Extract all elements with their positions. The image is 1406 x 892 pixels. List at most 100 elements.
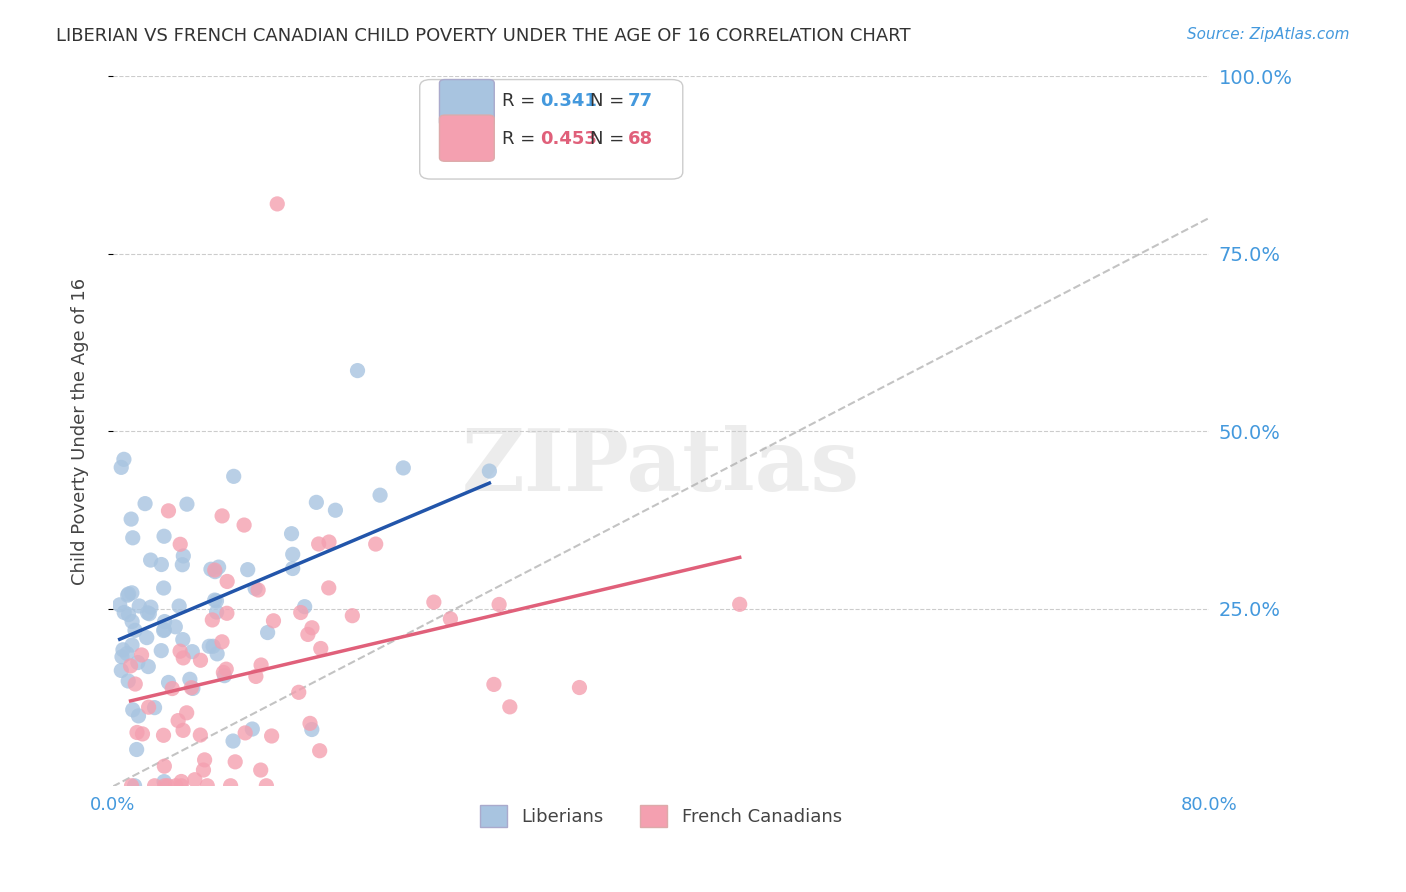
French Canadians (290, 606, 312, 620)
French Canadians (728, 597, 751, 611)
Liberians (240, 722, 263, 736)
French Canadians (204, 563, 226, 577)
FancyBboxPatch shape (420, 79, 683, 179)
French Canadians (247, 582, 270, 597)
Liberians (157, 675, 180, 690)
Liberians (121, 703, 143, 717)
Liberians (110, 664, 132, 678)
French Canadians (180, 681, 202, 695)
Liberians (202, 640, 225, 654)
Text: 0.453: 0.453 (540, 129, 598, 147)
French Canadians (249, 763, 271, 777)
Text: ZIPatlas: ZIPatlas (461, 425, 860, 508)
French Canadians (568, 681, 591, 695)
French Canadians (120, 659, 142, 673)
French Canadians (439, 612, 461, 626)
French Canadians (298, 716, 321, 731)
French Canadians (499, 699, 522, 714)
Liberians (181, 681, 204, 696)
Text: 77: 77 (628, 92, 652, 110)
French Canadians (301, 621, 323, 635)
French Canadians (193, 763, 215, 777)
French Canadians (195, 779, 218, 793)
Liberians (111, 649, 134, 664)
Liberians (207, 560, 229, 574)
French Canadians (233, 726, 256, 740)
French Canadians (121, 779, 143, 793)
Liberians (108, 598, 131, 612)
Liberians (478, 464, 501, 478)
Liberians (135, 631, 157, 645)
Liberians (222, 469, 245, 483)
French Canadians (172, 651, 194, 665)
French Canadians (263, 614, 285, 628)
Liberians (200, 562, 222, 576)
Liberians (150, 558, 173, 572)
French Canadians (488, 598, 510, 612)
French Canadians (184, 772, 207, 787)
Liberians (205, 647, 228, 661)
Liberians (214, 668, 236, 682)
Liberians (346, 363, 368, 377)
Liberians (172, 549, 194, 563)
Text: Source: ZipAtlas.com: Source: ZipAtlas.com (1187, 27, 1350, 42)
Liberians (172, 558, 194, 572)
Liberians (128, 709, 150, 723)
Liberians (205, 605, 228, 619)
French Canadians (308, 744, 330, 758)
French Canadians (297, 627, 319, 641)
Liberians (117, 673, 139, 688)
Text: N =: N = (589, 92, 630, 110)
Liberians (136, 606, 159, 620)
French Canadians (287, 685, 309, 699)
Liberians (139, 600, 162, 615)
Text: 68: 68 (628, 129, 654, 147)
Text: LIBERIAN VS FRENCH CANADIAN CHILD POVERTY UNDER THE AGE OF 16 CORRELATION CHART: LIBERIAN VS FRENCH CANADIAN CHILD POVERT… (56, 27, 911, 45)
Liberians (127, 656, 149, 670)
Liberians (115, 647, 138, 661)
Liberians (112, 606, 135, 620)
Liberians (143, 700, 166, 714)
Liberians (134, 497, 156, 511)
Text: R =: R = (502, 129, 541, 147)
French Canadians (219, 779, 242, 793)
French Canadians (250, 658, 273, 673)
French Canadians (482, 677, 505, 691)
Liberians (204, 565, 226, 579)
French Canadians (245, 669, 267, 683)
Liberians (153, 615, 176, 629)
French Canadians (169, 644, 191, 658)
Liberians (124, 624, 146, 638)
French Canadians (215, 607, 238, 621)
Text: R =: R = (502, 92, 541, 110)
Y-axis label: Child Poverty Under the Age of 16: Child Poverty Under the Age of 16 (72, 277, 89, 585)
Liberians (110, 460, 132, 475)
Liberians (121, 531, 143, 545)
French Canadians (170, 779, 193, 793)
French Canadians (165, 779, 187, 793)
French Canadians (364, 537, 387, 551)
Liberians (204, 593, 226, 607)
Liberians (392, 461, 415, 475)
Liberians (243, 582, 266, 596)
Liberians (205, 594, 228, 608)
French Canadians (318, 581, 340, 595)
Liberians (120, 512, 142, 526)
French Canadians (201, 613, 224, 627)
Liberians (256, 625, 278, 640)
French Canadians (211, 508, 233, 523)
Liberians (153, 774, 176, 789)
Liberians (139, 553, 162, 567)
French Canadians (167, 714, 190, 728)
French Canadians (212, 665, 235, 680)
French Canadians (423, 595, 446, 609)
French Canadians (152, 728, 174, 742)
French Canadians (188, 728, 211, 742)
French Canadians (318, 535, 340, 549)
Text: 0.341: 0.341 (540, 92, 598, 110)
Liberians (325, 503, 347, 517)
Liberians (301, 723, 323, 737)
Liberians (165, 620, 187, 634)
Liberians (294, 599, 316, 614)
French Canadians (169, 537, 191, 551)
